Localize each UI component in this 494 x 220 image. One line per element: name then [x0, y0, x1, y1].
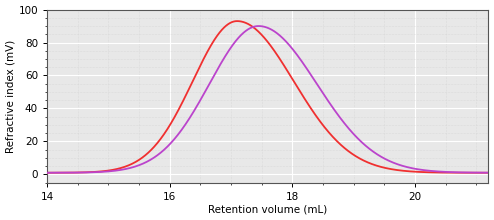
X-axis label: Retention volume (mL): Retention volume (mL) [208, 204, 328, 214]
Y-axis label: Refractive index (mV): Refractive index (mV) [5, 39, 15, 153]
